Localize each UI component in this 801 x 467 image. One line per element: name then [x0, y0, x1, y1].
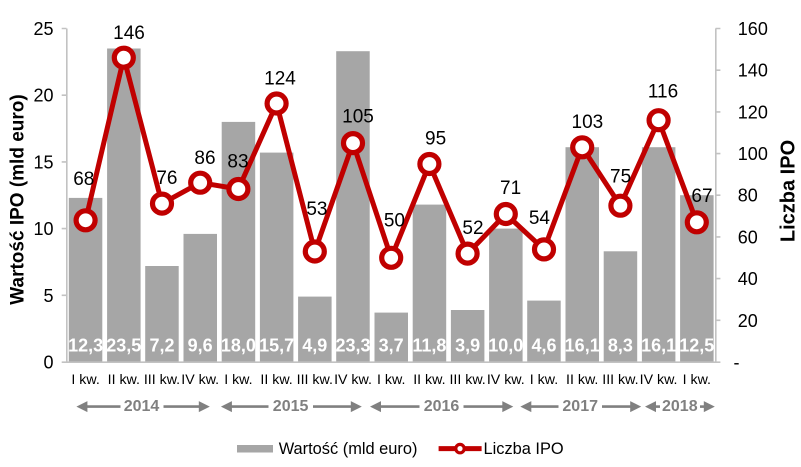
svg-text:15: 15 — [33, 152, 53, 172]
svg-text:I kw.: I kw. — [377, 372, 405, 388]
svg-text:16,1: 16,1 — [565, 336, 600, 356]
svg-text:Wartość IPO (mld euro): Wartość IPO (mld euro) — [8, 94, 29, 304]
svg-text:2016: 2016 — [424, 398, 460, 415]
svg-text:146: 146 — [113, 23, 145, 44]
svg-text:60: 60 — [738, 227, 758, 247]
svg-text:68: 68 — [73, 169, 94, 190]
svg-text:25: 25 — [33, 19, 53, 39]
svg-text:Liczba IPO: Liczba IPO — [484, 440, 564, 458]
svg-text:2017: 2017 — [562, 398, 598, 415]
svg-text:50: 50 — [384, 210, 405, 231]
svg-text:2018: 2018 — [662, 398, 698, 415]
svg-text:67: 67 — [691, 186, 712, 207]
svg-text:10: 10 — [33, 219, 53, 239]
svg-text:3,7: 3,7 — [379, 336, 404, 356]
svg-text:I kw.: I kw. — [683, 372, 711, 388]
svg-text:2014: 2014 — [124, 398, 160, 415]
svg-text:95: 95 — [425, 128, 446, 149]
svg-text:12,3: 12,3 — [68, 336, 103, 356]
svg-text:124: 124 — [264, 68, 296, 89]
svg-text:III kw.: III kw. — [449, 372, 485, 388]
svg-text:80: 80 — [738, 186, 758, 206]
svg-text:4,6: 4,6 — [531, 336, 556, 356]
svg-text:116: 116 — [648, 81, 678, 102]
svg-text:100: 100 — [738, 144, 768, 164]
svg-text:53: 53 — [306, 199, 327, 220]
svg-text:86: 86 — [194, 148, 215, 169]
svg-text:83: 83 — [227, 152, 248, 173]
svg-text:IV kw.: IV kw. — [487, 372, 525, 388]
svg-text:Liczba IPO: Liczba IPO — [778, 140, 800, 242]
svg-text:75: 75 — [610, 166, 631, 187]
svg-text:0: 0 — [43, 353, 53, 373]
svg-text:II kw.: II kw. — [566, 372, 598, 388]
svg-text:III kw.: III kw. — [144, 372, 180, 388]
svg-text:160: 160 — [738, 19, 768, 39]
svg-text:15,7: 15,7 — [259, 336, 294, 356]
svg-text:-: - — [734, 353, 740, 373]
svg-text:IV kw.: IV kw. — [334, 372, 372, 388]
svg-text:2015: 2015 — [273, 398, 309, 415]
svg-text:40: 40 — [738, 269, 758, 289]
svg-text:11,8: 11,8 — [412, 336, 446, 356]
svg-text:4,9: 4,9 — [302, 336, 327, 356]
svg-text:76: 76 — [156, 168, 177, 189]
svg-text:I kw.: I kw. — [530, 372, 558, 388]
svg-text:12,5: 12,5 — [679, 336, 714, 356]
svg-text:III kw.: III kw. — [602, 372, 638, 388]
svg-text:105: 105 — [342, 107, 374, 128]
svg-text:Wartość (mld euro): Wartość (mld euro) — [279, 440, 418, 458]
svg-text:103: 103 — [572, 112, 604, 133]
svg-text:IV kw.: IV kw. — [640, 372, 678, 388]
svg-text:II kw.: II kw. — [260, 372, 292, 388]
svg-text:III kw.: III kw. — [297, 372, 333, 388]
svg-text:I kw.: I kw. — [224, 372, 252, 388]
svg-text:II kw.: II kw. — [413, 372, 445, 388]
svg-text:20: 20 — [738, 311, 758, 331]
svg-text:9,6: 9,6 — [188, 336, 213, 356]
svg-text:IV kw.: IV kw. — [181, 372, 219, 388]
svg-text:23,3: 23,3 — [335, 336, 370, 356]
svg-text:52: 52 — [462, 218, 483, 239]
svg-text:II kw.: II kw. — [108, 372, 140, 388]
svg-text:18,0: 18,0 — [221, 336, 256, 356]
svg-text:16,1: 16,1 — [641, 336, 676, 356]
svg-text:23,5: 23,5 — [106, 336, 141, 356]
svg-text:140: 140 — [738, 61, 768, 81]
svg-text:20: 20 — [33, 86, 53, 106]
svg-text:5: 5 — [43, 286, 53, 306]
svg-text:8,3: 8,3 — [608, 336, 633, 356]
svg-text:120: 120 — [738, 102, 768, 122]
svg-text:10,0: 10,0 — [488, 336, 523, 356]
svg-text:I kw.: I kw. — [71, 372, 99, 388]
svg-text:54: 54 — [529, 208, 551, 229]
svg-text:3,9: 3,9 — [455, 336, 480, 356]
svg-text:71: 71 — [500, 178, 521, 199]
svg-text:7,2: 7,2 — [149, 336, 174, 356]
